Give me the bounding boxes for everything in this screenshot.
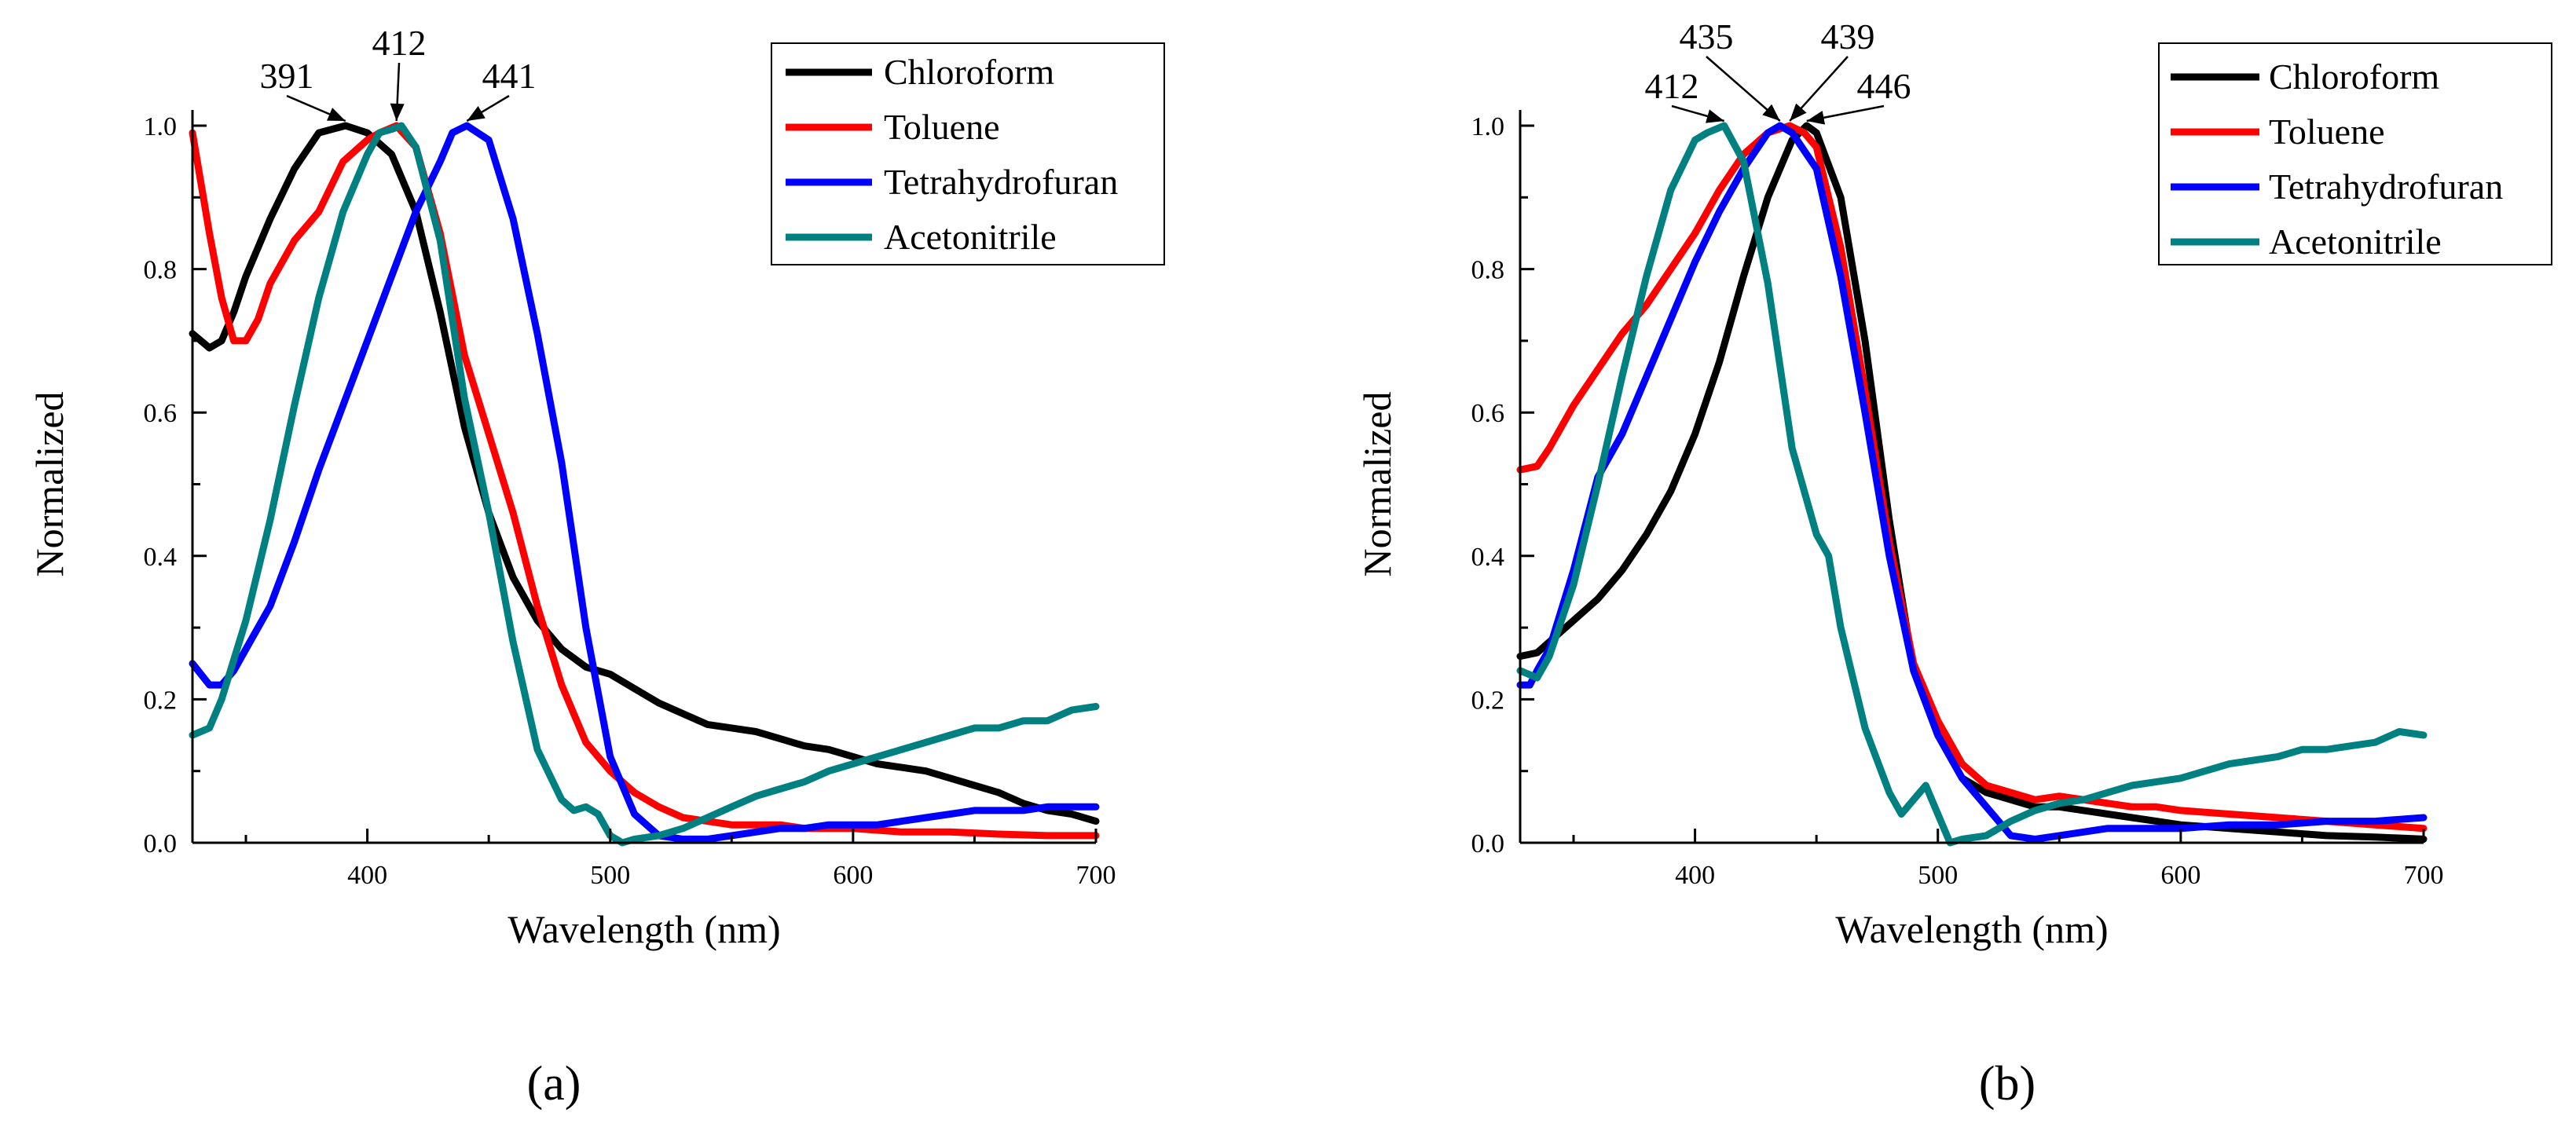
x-tick-label: 400 (347, 861, 387, 890)
peak-arrow-head (1806, 110, 1826, 125)
legend-box (771, 42, 1165, 265)
peak-label: 391 (260, 56, 314, 96)
peak-arrow-head (390, 103, 405, 121)
legend-label: Acetonitrile (2269, 221, 2442, 262)
y-tick-label: 0.2 (144, 686, 178, 715)
y-tick-label: 0.4 (1471, 543, 1505, 572)
x-tick-label: 700 (1076, 861, 1116, 890)
legend-label: Acetonitrile (884, 217, 1057, 257)
series-line-chloroform (189, 122, 1100, 825)
x-tick-label: 400 (1675, 861, 1715, 890)
y-tick-label: 0.4 (144, 543, 178, 572)
chart-panel-a: 400 500 600 700 0.0 0.2 0.4 0.6 0.8 1.0 Wavelength… (27, 23, 1165, 1111)
legend-label: Chloroform (884, 52, 1054, 92)
legend-label: Toluene (884, 107, 1000, 147)
peak-label: 446 (1857, 66, 1911, 106)
peak-arrow-head (326, 108, 346, 121)
series-line-acetonitrile (189, 122, 1100, 847)
peak-arrow-head (467, 106, 486, 121)
y-tick-label: 0.2 (1471, 686, 1505, 715)
peak-arrow-head (1762, 104, 1780, 121)
x-tick-label: 700 (2404, 861, 2444, 890)
y-tick-label: 0.8 (144, 256, 178, 285)
y-tick-label: 0.0 (1471, 829, 1505, 858)
x-axis-title: Wavelength (nm) (508, 907, 780, 951)
series-line-acetonitrile (1516, 122, 2428, 847)
panel-label: (a) (527, 1057, 581, 1111)
chart-panel-b: 400 500 600 700 0.0 0.2 0.4 0.6 0.8 1.0 Wavelength… (1355, 16, 2552, 1111)
legend-label: Tetrahydrofuran (884, 162, 1118, 202)
y-tick-label: 0.6 (144, 399, 178, 428)
peak-label: 441 (482, 56, 537, 96)
legend: Chloroform Toluene Tetrahydrofuran Acetonit… (771, 42, 1165, 265)
x-tick-label: 600 (833, 861, 873, 890)
legend-label: Toluene (2269, 112, 2385, 152)
x-tick-label: 500 (1918, 861, 1958, 890)
peak-label: 435 (1680, 16, 1734, 57)
y-axis-title: Normalized (27, 391, 71, 576)
x-tick-label: 600 (2160, 861, 2200, 890)
y-tick-label: 0.0 (144, 829, 178, 858)
peak-label: 412 (372, 23, 427, 63)
y-axis-title: Normalized (1355, 391, 1399, 576)
panel-label: (b) (1979, 1057, 2036, 1111)
x-tick-label: 500 (590, 861, 630, 890)
peak-arrow-head (1706, 109, 1724, 123)
legend-label: Tetrahydrofuran (2269, 167, 2503, 207)
series-line-tetrahydrofuran (1516, 122, 2428, 843)
y-tick-label: 0.8 (1471, 256, 1505, 285)
peak-label: 439 (1821, 16, 1875, 57)
series-line-tetrahydrofuran (189, 122, 1100, 843)
y-tick-label: 1.0 (1471, 112, 1505, 141)
legend-label: Chloroform (2269, 57, 2439, 97)
peak-label: 412 (1645, 66, 1699, 106)
legend: Chloroform Toluene Tetrahydrofuran Acetonit… (2158, 42, 2552, 265)
x-axis-title: Wavelength (nm) (1835, 907, 2108, 951)
y-tick-label: 1.0 (144, 112, 178, 141)
y-tick-label: 0.6 (1471, 399, 1505, 428)
peak-arrow-head (1790, 103, 1807, 121)
